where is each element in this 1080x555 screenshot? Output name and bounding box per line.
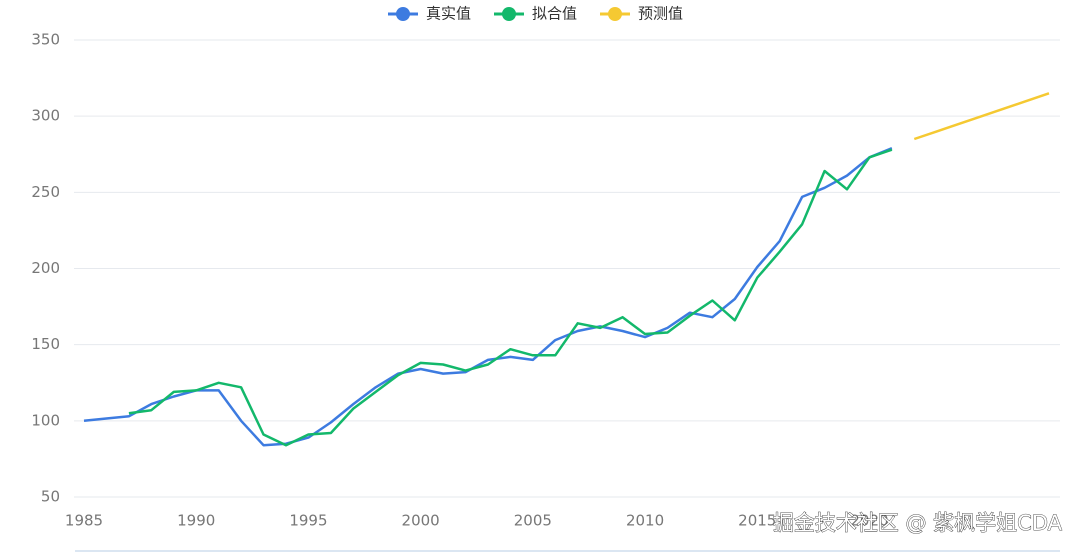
- y-tick-label: 100: [31, 411, 60, 429]
- y-tick-label: 150: [31, 335, 60, 353]
- legend-marker: [608, 7, 622, 21]
- y-tick-label: 250: [31, 183, 60, 201]
- series-line: [83, 147, 893, 447]
- x-tick-label: 2010: [626, 512, 664, 530]
- y-tick-label: 300: [31, 107, 60, 125]
- legend-label: 真实值: [426, 5, 471, 23]
- legend-marker: [396, 7, 410, 21]
- x-tick-label: 1995: [289, 512, 327, 530]
- watermark: 掘金技术社区 @ 紫枫学姐CDA: [773, 511, 1063, 535]
- series-line: [128, 148, 893, 447]
- x-tick-label: 1985: [65, 512, 103, 530]
- y-tick-label: 50: [41, 488, 60, 506]
- legend-label: 预测值: [638, 5, 683, 23]
- legend-marker: [502, 7, 516, 21]
- x-tick-label: 2000: [402, 512, 440, 530]
- x-tick-label: 2015: [738, 512, 776, 530]
- x-tick-label: 1990: [177, 512, 215, 530]
- y-tick-label: 200: [31, 259, 60, 277]
- y-tick-label: 350: [31, 31, 60, 49]
- x-tick-label: 2020: [850, 512, 888, 530]
- legend-label: 拟合值: [532, 5, 577, 23]
- x-tick-label: 2005: [514, 512, 552, 530]
- series-line: [913, 92, 1050, 141]
